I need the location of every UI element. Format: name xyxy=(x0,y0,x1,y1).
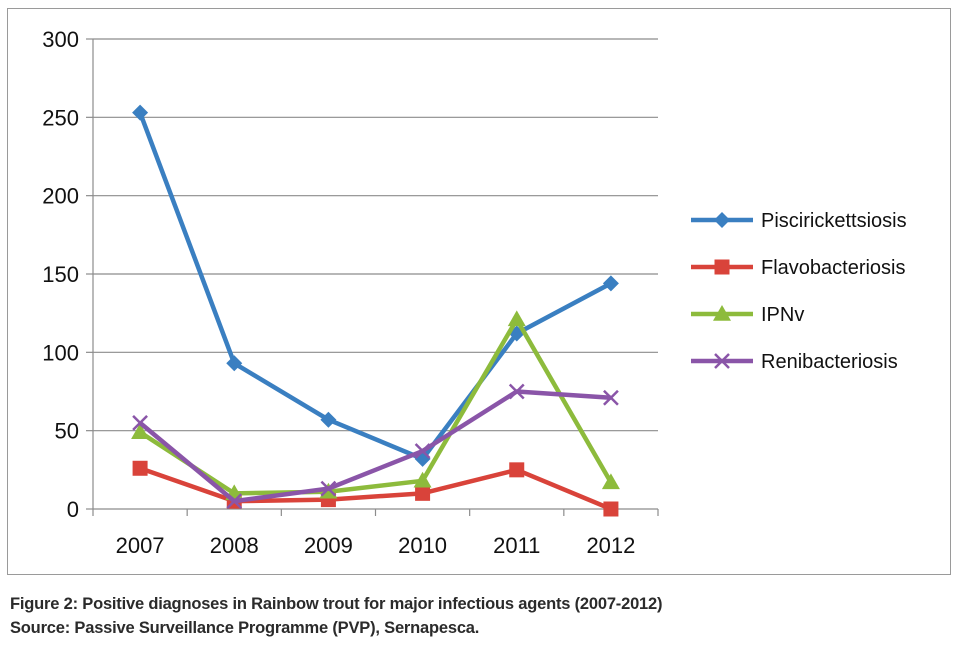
data-point-x xyxy=(414,443,431,459)
series-line xyxy=(137,111,612,462)
data-point-square xyxy=(603,501,619,517)
data-point-diamond xyxy=(714,212,730,228)
y-tick-label: 150 xyxy=(42,262,79,287)
legend-label: Renibacteriosis xyxy=(761,351,898,373)
data-point-triangle xyxy=(601,473,620,490)
series-piscirickettsiosis xyxy=(132,104,619,467)
y-tick-label: 50 xyxy=(55,419,79,444)
y-tick-label: 100 xyxy=(42,340,79,365)
legend-label: Piscirickettsiosis xyxy=(761,210,907,232)
y-tick-label: 0 xyxy=(67,497,79,522)
data-point-x-stroke xyxy=(320,480,337,497)
data-point-diamond xyxy=(602,275,619,292)
data-point-x-stroke xyxy=(414,443,431,459)
y-tick-label: 200 xyxy=(42,184,79,209)
data-point-diamond xyxy=(226,355,243,372)
y-tick-label: 250 xyxy=(42,105,79,130)
x-tick-label: 2007 xyxy=(116,533,165,558)
legend-item-flavobacteriosis: Flavobacteriosis xyxy=(691,257,906,279)
data-point-square xyxy=(132,460,148,476)
series-renibacteriosis xyxy=(132,383,619,510)
data-point-x xyxy=(714,353,730,369)
x-tick-label: 2009 xyxy=(304,533,353,558)
data-point-x-stroke xyxy=(132,414,148,431)
data-point-triangle xyxy=(413,471,432,488)
x-tick-label: 2012 xyxy=(586,533,635,558)
series-line xyxy=(138,317,613,496)
y-tick-label: 300 xyxy=(42,27,79,52)
axes xyxy=(86,38,659,516)
chart-frame: 0 50 100 150 200 250 300 2007 2008 2009 2010 2011 2… xyxy=(7,8,951,575)
series-lines xyxy=(131,104,620,517)
data-point-x xyxy=(226,493,243,510)
data-point-x-stroke xyxy=(603,389,619,406)
x-tick-label: 2011 xyxy=(493,533,540,558)
x-tick-labels: 2007 2008 2009 2010 2011 2012 xyxy=(116,533,636,558)
series-ipnv xyxy=(131,310,620,501)
caption-title: Figure 2: Positive diagnoses in Rainbow … xyxy=(10,595,663,613)
data-point-square xyxy=(509,462,525,478)
data-point-x xyxy=(320,480,337,497)
legend-item-renibacteriosis: Renibacteriosis xyxy=(691,351,898,373)
legend: Piscirickettsiosis Flavobacteriosis IPNv Re… xyxy=(691,210,907,373)
gridlines xyxy=(93,38,658,432)
data-point-x xyxy=(603,389,619,406)
legend-item-piscirickettsiosis: Piscirickettsiosis xyxy=(691,210,907,232)
data-point-square xyxy=(415,485,431,501)
data-point-triangle xyxy=(713,305,731,321)
caption-source: Source: Passive Surveillance Programme (… xyxy=(10,619,480,637)
series-line xyxy=(139,466,612,512)
figure-caption: Figure 2: Positive diagnoses in Rainbow … xyxy=(10,592,950,640)
x-tick-label: 2008 xyxy=(210,533,259,558)
legend-label: Flavobacteriosis xyxy=(761,257,906,279)
data-point-triangle xyxy=(131,423,150,439)
y-tick-labels: 0 50 100 150 200 250 300 xyxy=(42,27,79,522)
legend-item-ipnv: IPNv xyxy=(691,304,804,326)
data-point-x-stroke xyxy=(508,383,525,400)
data-point-triangle xyxy=(507,310,526,327)
data-point-x-stroke xyxy=(226,493,243,510)
data-point-diamond xyxy=(132,104,149,121)
data-point-x xyxy=(132,414,148,431)
x-tick-label: 2010 xyxy=(398,533,447,558)
legend-label: IPNv xyxy=(761,304,804,326)
data-point-diamond xyxy=(320,411,337,428)
data-point-x xyxy=(508,383,525,400)
data-point-square xyxy=(714,259,730,275)
data-point-x-stroke xyxy=(714,353,730,369)
series-line xyxy=(138,389,612,504)
